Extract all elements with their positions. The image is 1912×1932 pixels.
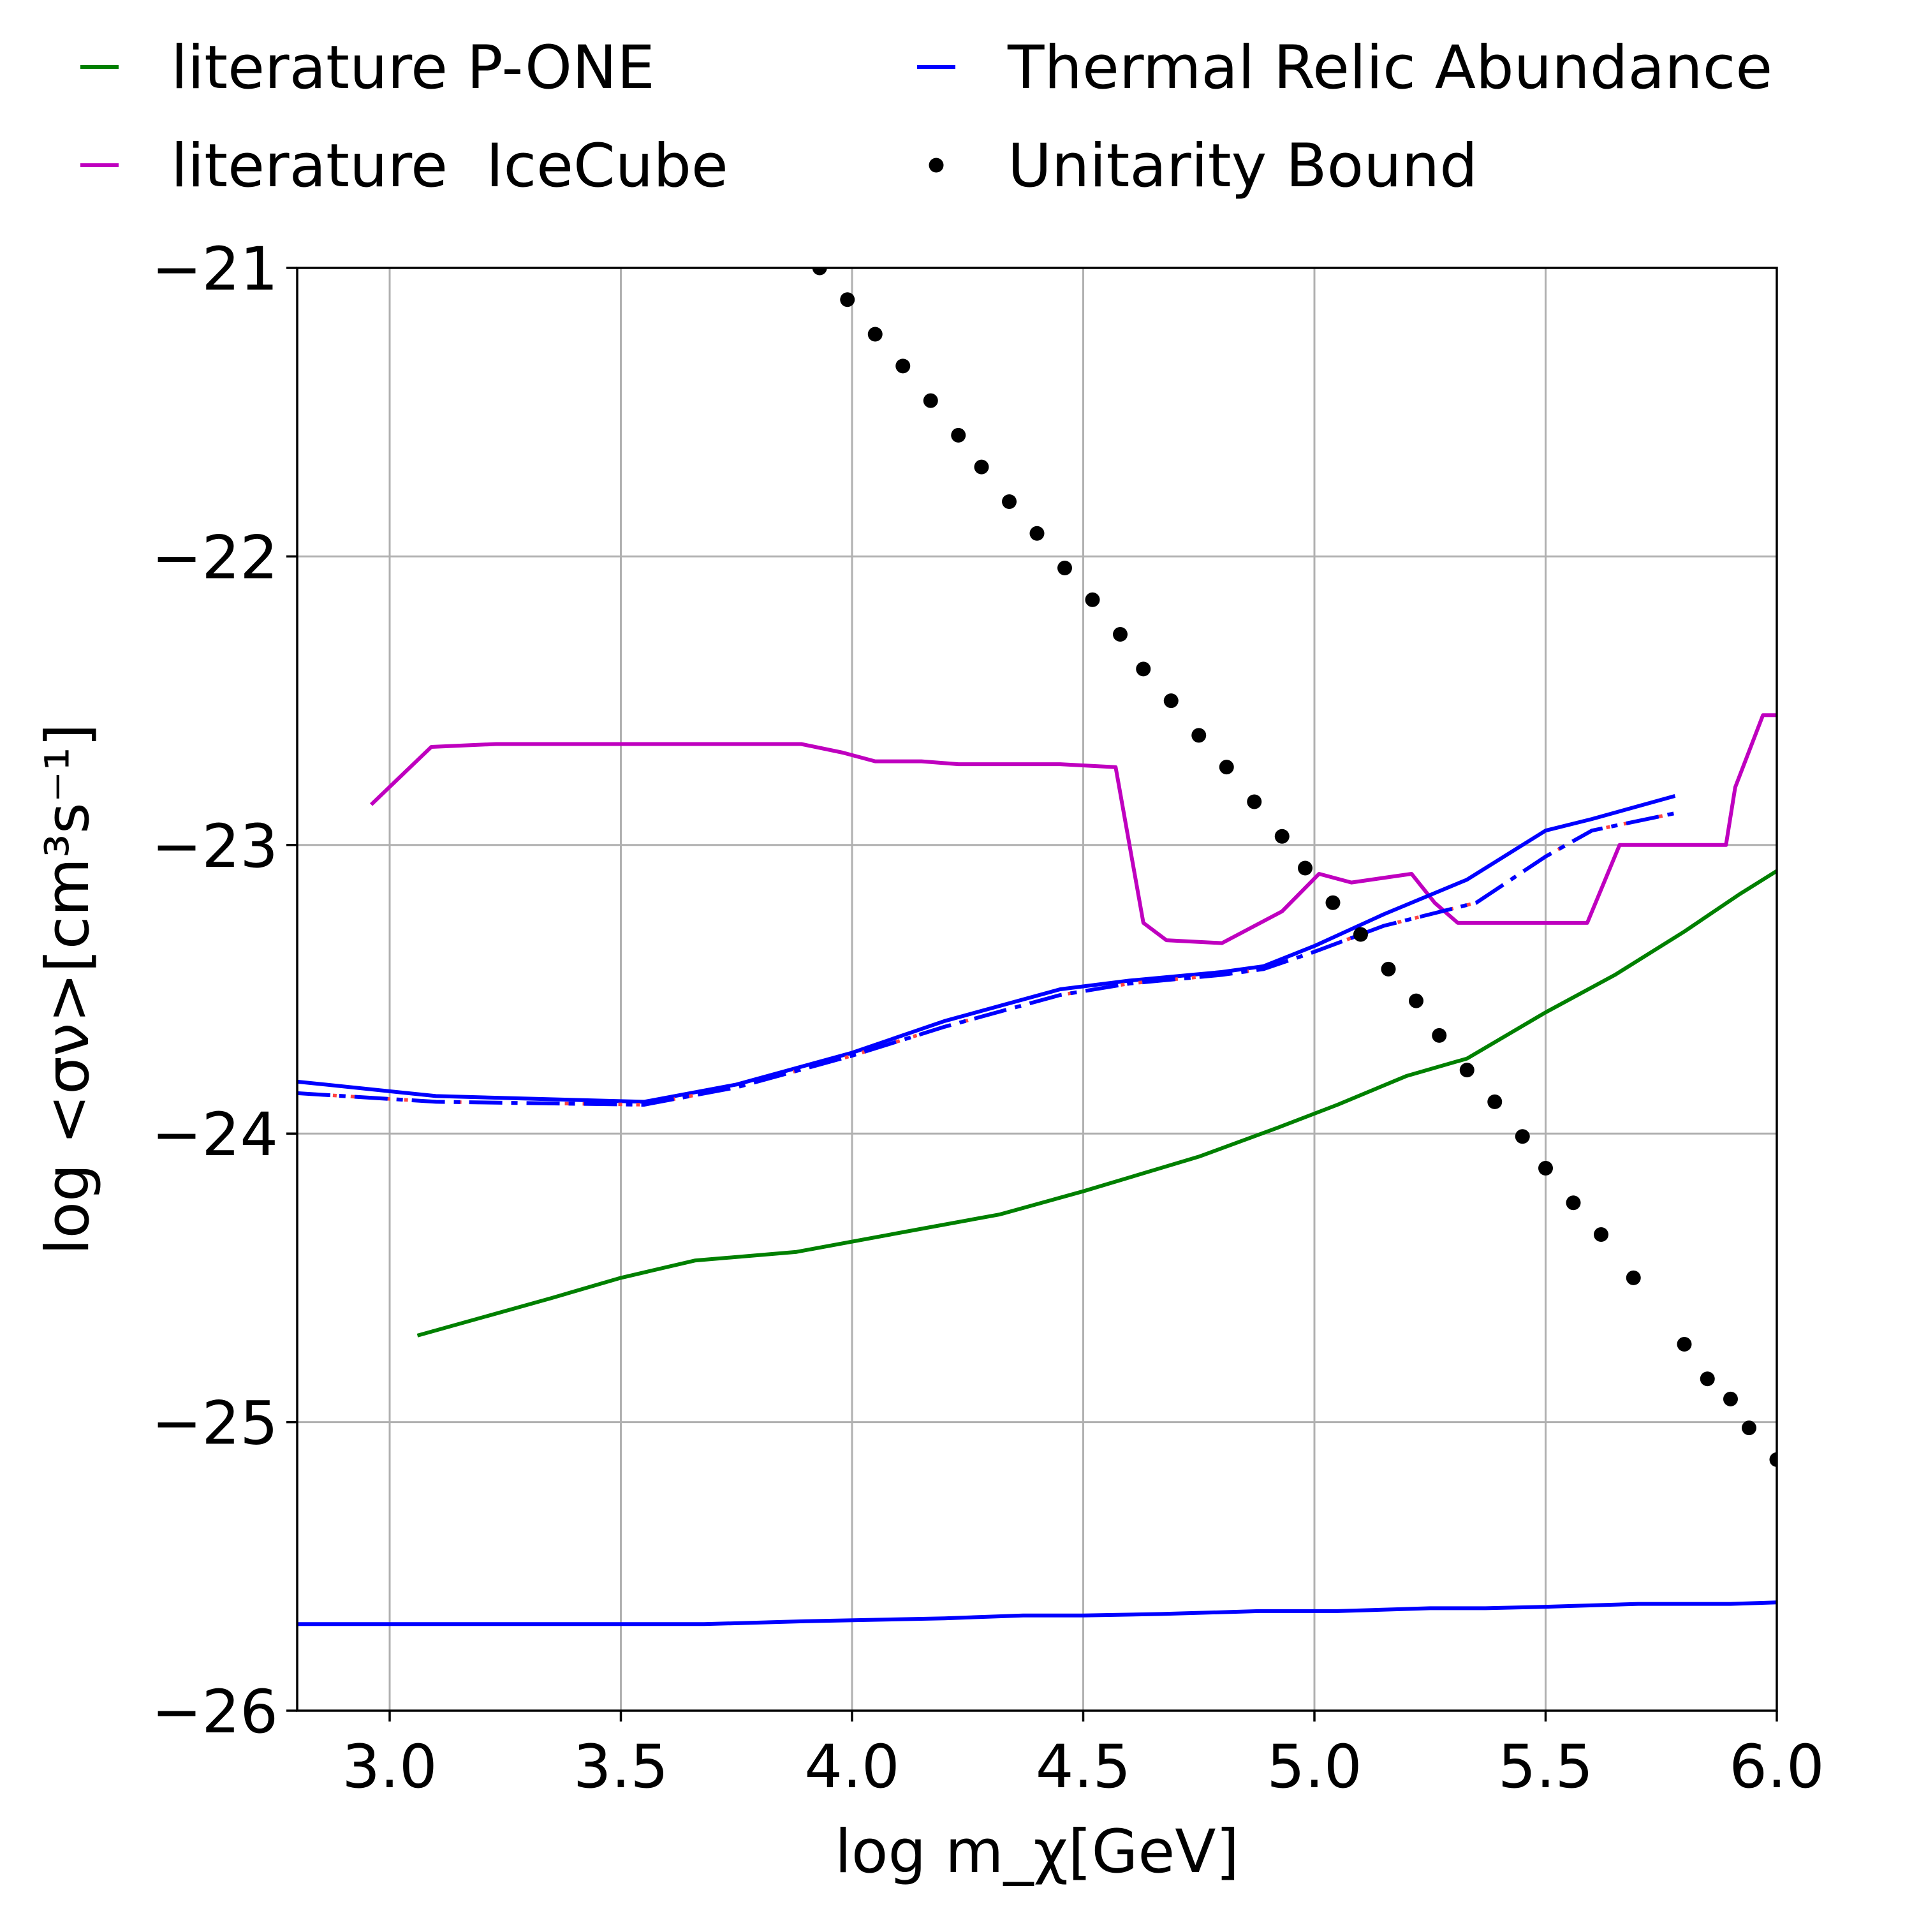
unitarity-bound-point [1487,1094,1503,1109]
unitarity-bound-point [1566,1195,1581,1211]
unitarity-bound-point [923,393,938,408]
series-1-line [369,713,1777,945]
x-tick-label: 4.5 [1036,1732,1131,1802]
series-0-line [416,869,1777,1338]
legend-label: Thermal Relic Abundance [1007,33,1772,103]
unitarity-bound-point [840,292,855,307]
plot-frame [296,267,1778,1712]
y-axis-label: log <σν>[cm³s⁻¹] [33,723,103,1255]
legend-marker [929,158,944,173]
unitarity-bound-point [1029,526,1045,541]
series-4-line [297,1600,1777,1626]
legend-label: Unitarity Bound [1008,131,1478,201]
unitarity-bound-point [1432,1028,1447,1043]
unitarity-bound-point [1219,760,1234,775]
y-tick-label: −22 [152,523,278,593]
legend-label: literature IceCube [171,131,728,201]
x-tick-label: 4.0 [804,1732,900,1802]
unitarity-bound-point [974,459,989,475]
ticks: 3.0 3.5 4.0 4.5 5.0 5.5 6.0 −21 −22 −23 −24 −25 −26 [152,235,1825,1802]
x-tick-label: 5.5 [1498,1732,1594,1802]
unitarity-bound-point [895,358,911,374]
x-tick-label: 6.0 [1729,1732,1825,1802]
plot-area [297,268,1777,1626]
unitarity-bound-point [1538,1160,1553,1176]
unitarity-bound-point [1594,1227,1608,1243]
series-3-line [297,811,1676,1107]
y-tick-label: −25 [152,1389,278,1459]
x-tick-label: 5.0 [1267,1732,1362,1802]
unitarity-bound-point [1298,860,1313,876]
unitarity-bound-point [1136,661,1151,677]
unitarity-bound-point [1057,560,1072,575]
legend-label: literature P-ONE [171,33,655,103]
unitarity-bound-point [1700,1371,1715,1387]
unitarity-bound-point [1002,494,1017,509]
unitarity-bound-point [1769,1452,1777,1467]
x-tick-label: 3.0 [342,1732,438,1802]
unitarity-bound-point [867,327,883,342]
unitarity-bound-point [1459,1063,1474,1078]
unitarity-bound-point [951,427,966,443]
unitarity-bound-point [1274,829,1290,844]
unitarity-bound-point [1163,693,1179,709]
unitarity-bound-point [1381,961,1396,977]
unitarity-bound-point [1191,728,1207,743]
unitarity-bound-point [1723,1391,1738,1406]
y-tick-label: −26 [152,1678,278,1747]
series-3-line-underlay [297,811,1676,1107]
x-axis-label: log m_χ[GeV] [835,1817,1239,1887]
unitarity-bound-point [1247,794,1262,809]
unitarity-bound-point [1515,1129,1530,1144]
unitarity-bound-point [812,268,827,276]
unitarity-bound-point [1325,895,1341,910]
unitarity-bound-point [1677,1336,1692,1352]
unitarity-bound-point [1353,927,1368,942]
unitarity-bound-point [1409,993,1423,1008]
unitarity-bound-point [1742,1420,1756,1436]
unitarity-bound-point [1085,592,1100,607]
series-2-line [297,794,1676,1104]
unitarity-bound-point [1626,1270,1641,1285]
legend: literature P-ONE literature IceCube Therma… [80,33,1772,201]
y-tick-label: −24 [152,1100,278,1170]
unitarity-bound-point [1113,627,1128,642]
y-tick-label: −21 [152,235,278,304]
x-tick-label: 3.5 [573,1732,669,1802]
y-tick-label: −23 [152,812,278,881]
